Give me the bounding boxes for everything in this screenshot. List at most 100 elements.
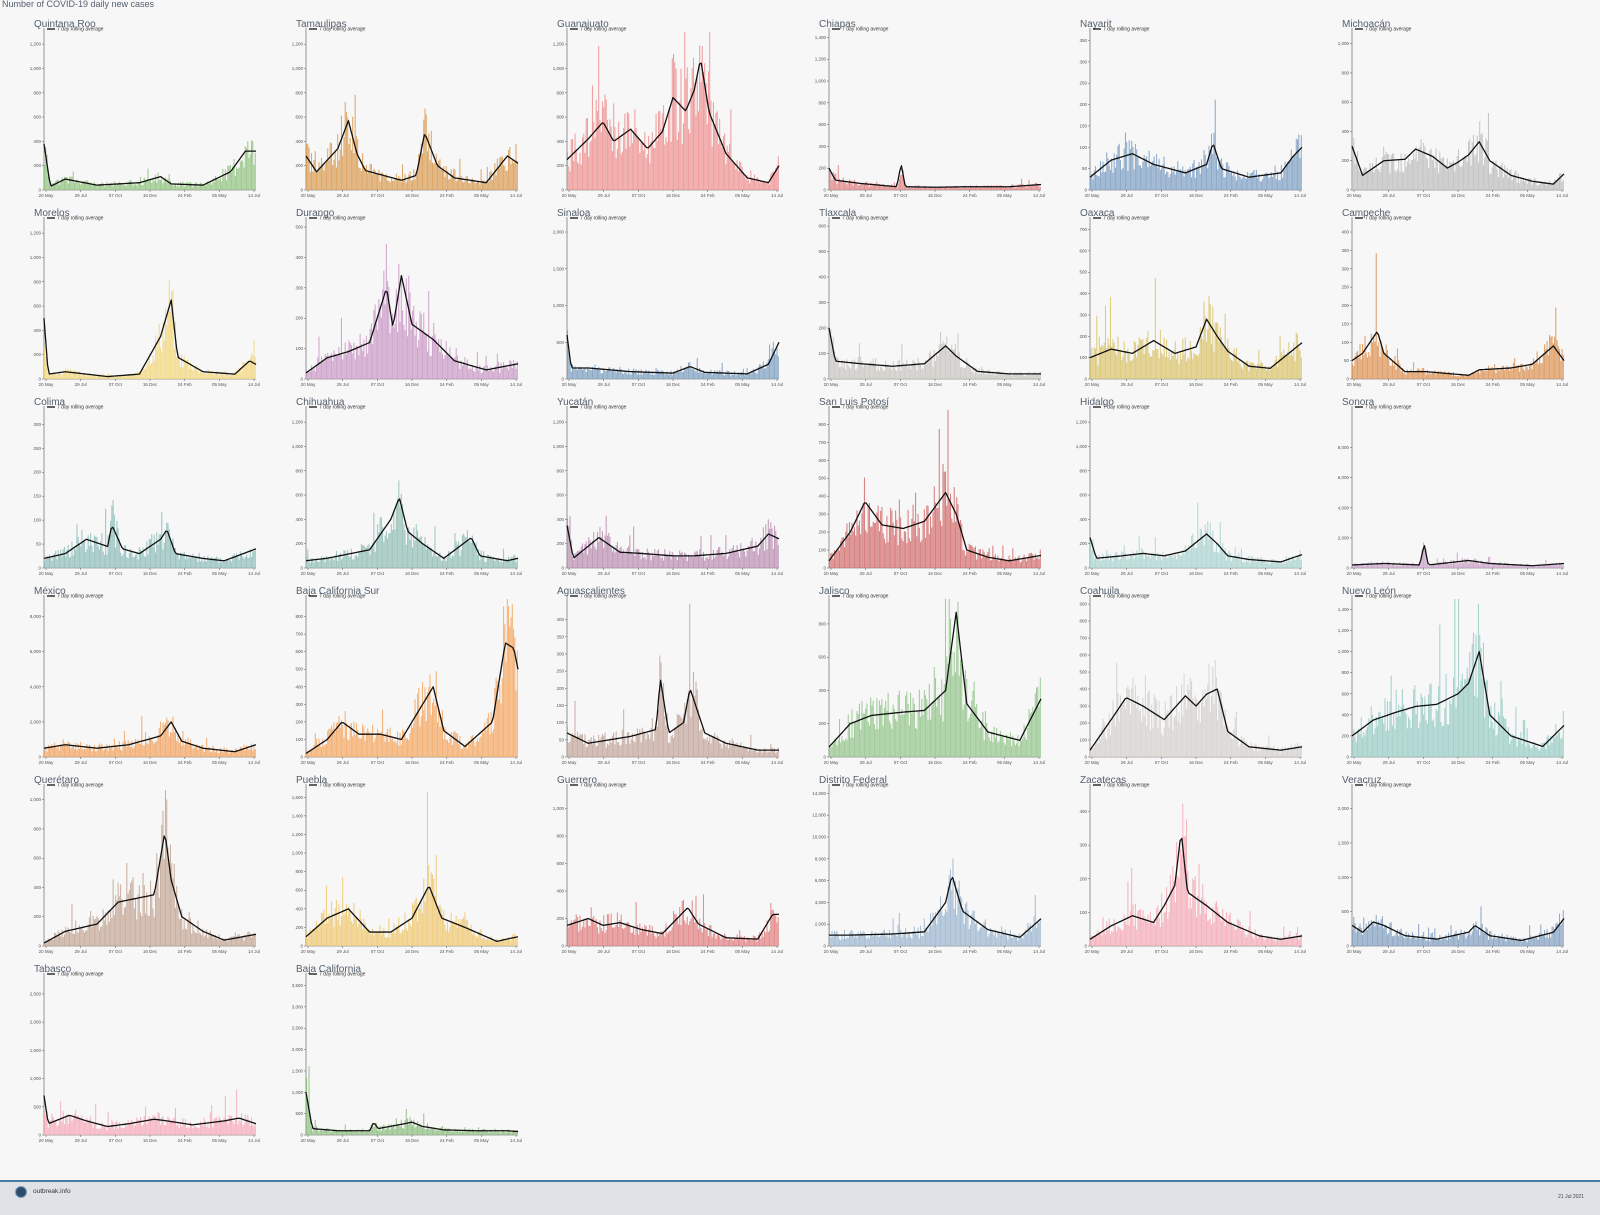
y-tick-label: 800 [295, 468, 303, 473]
daily-case-bar [845, 738, 846, 757]
daily-case-bar [596, 746, 597, 757]
daily-case-bar [1172, 730, 1173, 757]
daily-case-bar [199, 373, 200, 379]
daily-case-bar [1210, 711, 1211, 757]
y-tick-label: 0 [38, 944, 41, 949]
daily-case-bar [478, 370, 479, 379]
daily-case-bar [1560, 173, 1561, 190]
daily-case-bar [876, 182, 877, 190]
daily-case-bar [1539, 184, 1540, 190]
daily-case-bar [881, 699, 882, 757]
daily-case-bar [606, 748, 607, 757]
y-tick-label: 300 [1079, 312, 1087, 317]
daily-case-bar [200, 371, 201, 379]
x-tick-label: 16 Dec [404, 571, 419, 576]
daily-case-bar [207, 369, 208, 379]
daily-case-bar [1276, 179, 1277, 190]
daily-case-bar [220, 178, 221, 190]
daily-case-bar [45, 559, 46, 568]
daily-case-bar [113, 750, 114, 757]
legend-label: 7 day rolling average [319, 27, 366, 33]
daily-case-bar [355, 345, 356, 379]
daily-case-bar [947, 350, 948, 379]
daily-case-bar [393, 327, 394, 379]
daily-case-bar [1487, 366, 1488, 379]
daily-case-bar [891, 729, 892, 757]
daily-case-bar [1296, 139, 1297, 190]
daily-case-bar [1206, 163, 1207, 190]
daily-case-bar [612, 551, 613, 568]
x-tick-label: 20 May [823, 382, 839, 387]
daily-case-bar [628, 369, 629, 379]
daily-case-bar [1378, 342, 1379, 379]
daily-case-bar [332, 361, 333, 379]
daily-case-bar [1364, 336, 1365, 379]
daily-case-bar [309, 172, 310, 190]
daily-case-bar [244, 168, 245, 190]
daily-case-bar [353, 722, 354, 757]
daily-case-bar [397, 332, 398, 379]
daily-case-bar [1024, 376, 1025, 379]
daily-case-bar [857, 526, 858, 568]
daily-case-bar [942, 341, 943, 379]
daily-case-bar [1146, 726, 1147, 757]
legend-label: 7 day rolling average [842, 27, 889, 33]
daily-case-bar [1358, 169, 1359, 190]
daily-case-bar [98, 546, 99, 568]
daily-case-bar [1562, 565, 1563, 568]
daily-case-bar [760, 182, 761, 190]
daily-case-bar [708, 559, 709, 568]
daily-case-bar [210, 752, 211, 757]
daily-case-bar [114, 181, 115, 190]
daily-case-bar [145, 732, 146, 757]
daily-case-bar [145, 369, 146, 379]
daily-case-bar [449, 739, 450, 757]
daily-case-bar [1511, 734, 1512, 757]
daily-case-bar [1252, 172, 1253, 190]
daily-case-bar [1460, 167, 1461, 190]
daily-case-bar [671, 736, 672, 757]
daily-case-bar [1511, 369, 1512, 379]
daily-case-bar [638, 549, 639, 568]
daily-case-bar [981, 721, 982, 757]
daily-case-bar [85, 552, 86, 568]
daily-case-bar [513, 360, 514, 379]
legend-label: 7 day rolling average [580, 405, 627, 411]
daily-case-bar [578, 164, 579, 190]
daily-case-bar [362, 724, 363, 757]
daily-case-bar [1373, 335, 1374, 379]
daily-case-bar [1233, 556, 1234, 568]
daily-case-bar [1167, 710, 1168, 757]
y-tick-label: 200 [1341, 303, 1349, 308]
daily-case-bar [967, 188, 968, 190]
daily-case-bar [1267, 368, 1268, 379]
daily-case-bar [95, 751, 96, 757]
daily-case-bar [1368, 170, 1369, 190]
daily-case-bar [383, 542, 384, 568]
daily-case-bar [1011, 746, 1012, 757]
daily-case-bar [1253, 751, 1254, 757]
daily-case-bar [618, 551, 619, 568]
daily-case-bar [419, 158, 420, 190]
daily-case-bar [438, 160, 439, 190]
daily-case-bar [992, 187, 993, 190]
daily-case-bar [1147, 331, 1148, 379]
daily-case-bar [370, 734, 371, 757]
daily-case-bar [113, 186, 114, 190]
daily-case-bar [465, 364, 466, 379]
daily-case-bar [633, 527, 634, 568]
daily-case-bar [1007, 375, 1008, 379]
legend-label: 7 day rolling average [57, 405, 104, 411]
daily-case-bar [910, 369, 911, 379]
daily-case-bar [1197, 503, 1198, 568]
daily-case-bar [342, 558, 343, 568]
daily-case-bar [1099, 176, 1100, 190]
daily-case-bar [1106, 740, 1107, 757]
daily-case-bar [154, 744, 155, 757]
daily-case-bar [450, 169, 451, 190]
daily-case-bar [1370, 562, 1371, 568]
daily-case-bar [353, 343, 354, 379]
daily-case-bar [715, 113, 716, 190]
daily-case-bar [1477, 604, 1478, 757]
